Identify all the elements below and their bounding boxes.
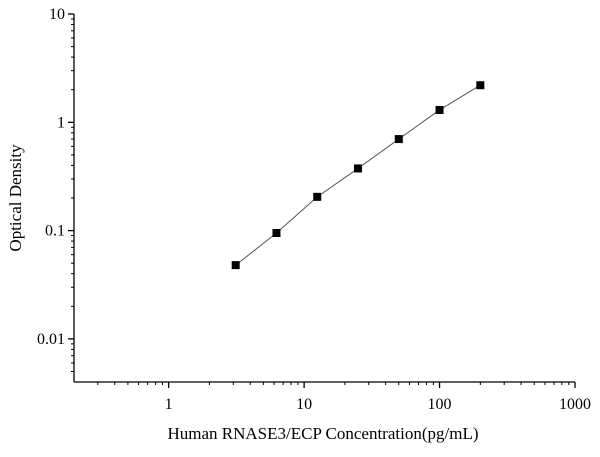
x-tick-label: 1	[165, 396, 173, 413]
y-ticks: 0.01 0.1 1 10	[37, 6, 74, 373]
axes	[73, 14, 575, 383]
data-point	[354, 164, 363, 173]
fit-line	[235, 84, 481, 266]
x-tick-label: 100	[428, 396, 452, 413]
data-point	[394, 135, 403, 144]
x-ticks: 1 10 100 1000	[97, 382, 591, 413]
y-tick-label: 0.1	[45, 223, 65, 240]
y-tick-label: 0.01	[37, 331, 65, 348]
y-axis-title: Optical Density	[6, 144, 25, 252]
data-point	[435, 105, 444, 114]
data-point	[313, 192, 322, 201]
y-tick-label: 1	[57, 114, 65, 131]
x-tick-label: 10	[296, 396, 312, 413]
data-point	[231, 261, 240, 270]
data-point	[476, 81, 485, 90]
data-points	[231, 81, 485, 270]
data-point	[272, 229, 281, 238]
y-tick-label: 10	[49, 6, 65, 23]
x-tick-label: 1000	[559, 396, 591, 413]
x-axis-title: Human RNASE3/ECP Concentration(pg/mL)	[167, 424, 478, 443]
